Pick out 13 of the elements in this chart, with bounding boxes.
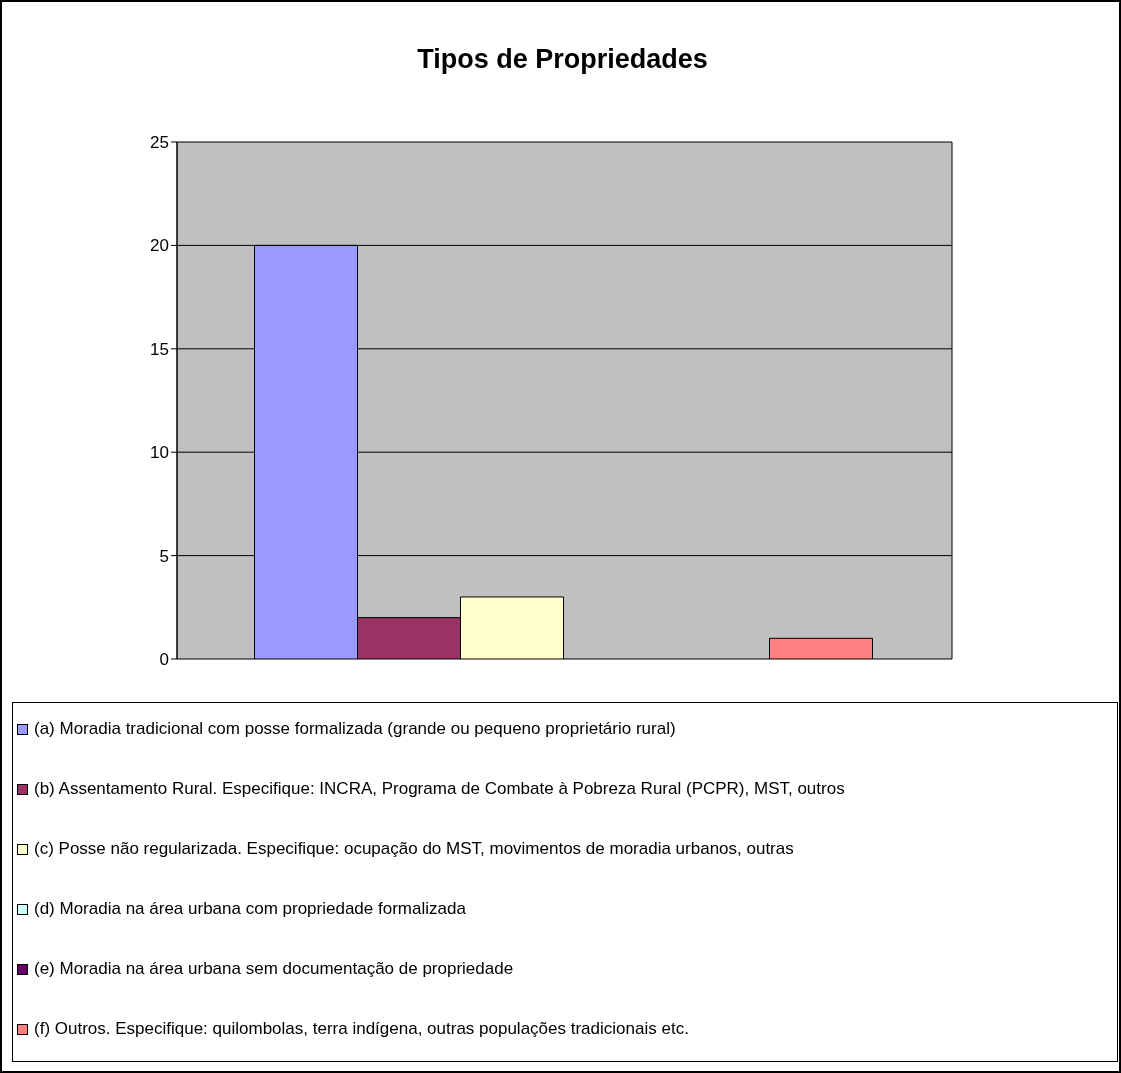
y-tick-label: 20 <box>150 236 169 256</box>
y-tick-label: 25 <box>150 133 169 153</box>
y-tick-label: 10 <box>150 443 169 463</box>
y-tick-label: 15 <box>150 339 169 359</box>
chart-title: Tipos de Propriedades <box>416 44 709 75</box>
y-tick-label: 5 <box>159 546 169 566</box>
y-tick-label: 0 <box>159 650 169 670</box>
legend-label: (c) Posse não regularizada. Especifique: ocupação do MST, movimentos de moradia urbanos, outras <box>34 839 794 859</box>
legend-label: (f) Outros. Especifique: quilombolas, terra indígena, outras populações tradicionais etc. <box>34 1019 689 1039</box>
legend-label: (b) Assentamento Rural. Especifique: INCRA, Programa de Combate à Pobreza Rural (PCPR), MST, outros <box>34 779 845 799</box>
legend-label: (a) Moradia tradicional com posse formalizada (grande ou pequeno proprietário rural) <box>34 719 676 739</box>
legend-label: (e) Moradia na área urbana sem documentação de propriedade <box>34 959 514 979</box>
legend-label: (d) Moradia na área urbana com propriedade formalizada <box>34 899 466 919</box>
